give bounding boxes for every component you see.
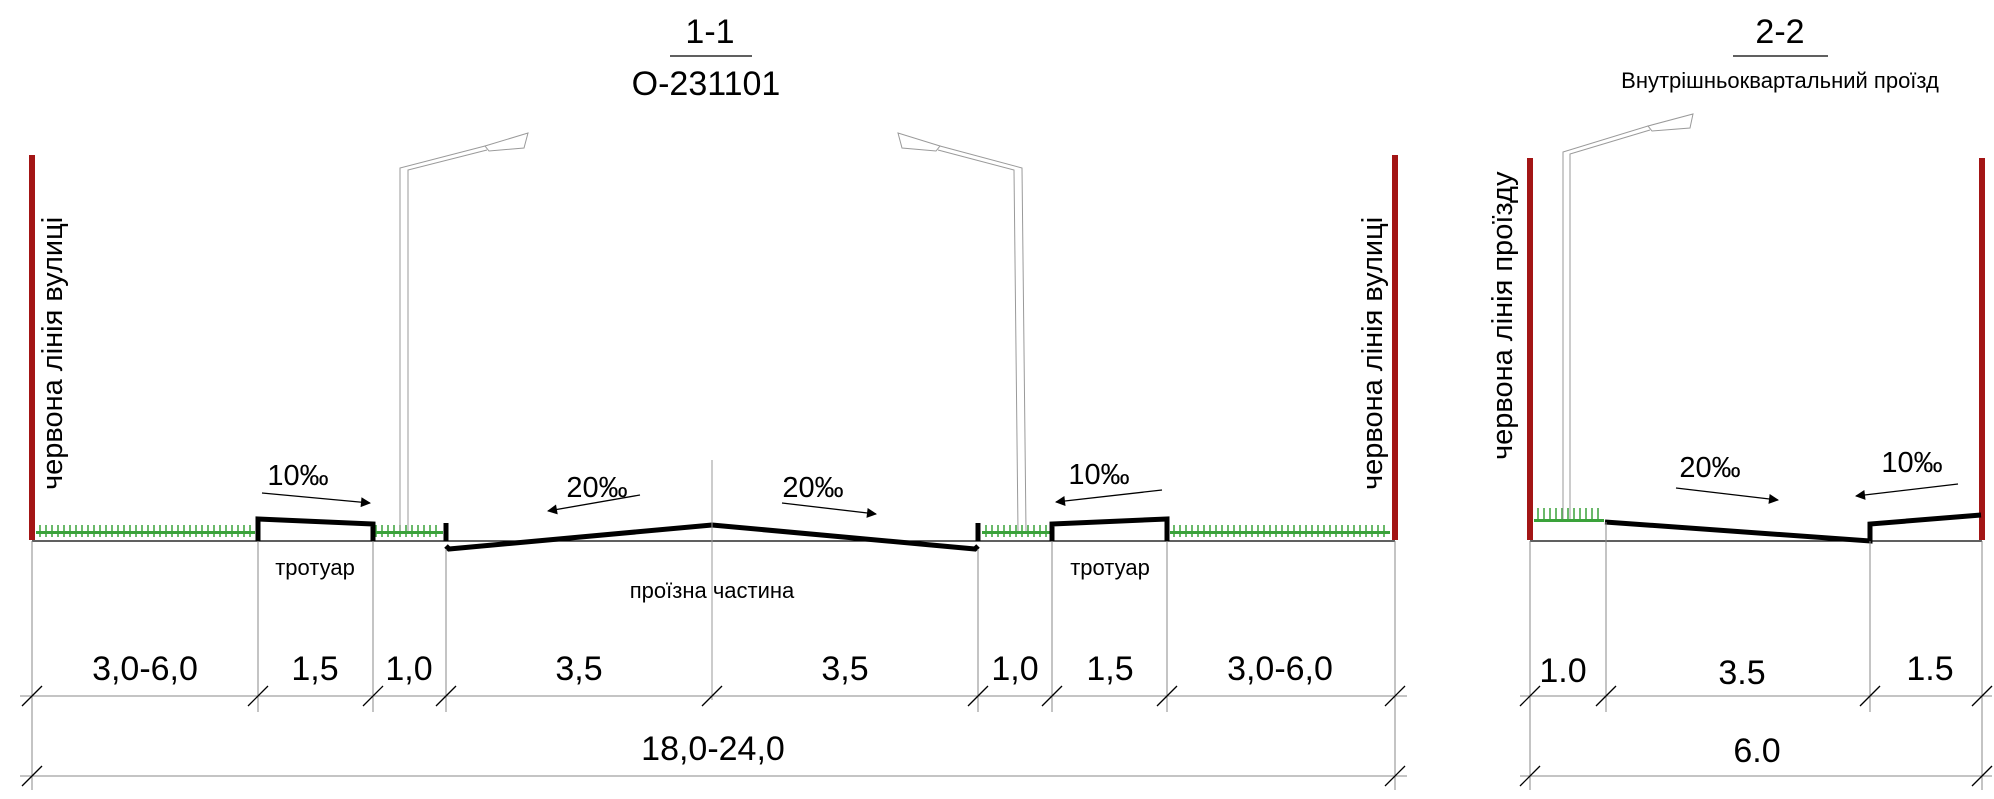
dim-1-6: 1,0 <box>991 650 1038 688</box>
dim-2-total: 6.0 <box>1733 732 1780 770</box>
dim-2-3: 1.5 <box>1906 650 1953 688</box>
carriageway-2 <box>1604 512 1982 544</box>
section-1-extension-lines <box>31 541 1396 790</box>
slope-arrow-2-2 <box>1855 483 1959 500</box>
section-1-dimension-lines <box>20 695 1407 777</box>
grass-strip-left <box>36 525 1390 537</box>
section-1-number: 1-1 <box>685 13 734 51</box>
slope-arrow-3 <box>781 502 877 518</box>
sidewalk-left-label: тротуар <box>275 555 355 580</box>
slope-label-2-1: 20‰ <box>1679 452 1740 484</box>
lamp-post-left <box>399 132 529 531</box>
section-2-title: Внутрішньоквартальний проїзд <box>1621 68 1939 93</box>
slope-label-4: 10‰ <box>1068 459 1129 491</box>
sidewalk-right-label: тротуар <box>1070 555 1150 580</box>
dim-1-7: 1,5 <box>1086 650 1133 688</box>
dim-1-8: 3,0-6,0 <box>1227 650 1333 688</box>
lamp-post-2 <box>1562 113 1694 519</box>
dim-1-4: 3,5 <box>555 650 602 688</box>
slope-label-3: 20‰ <box>782 472 843 504</box>
red-line-right-label: червона лінія вулиці <box>1357 217 1389 490</box>
section-2-dimension-ticks <box>1519 685 1993 787</box>
section-2-number: 2-2 <box>1755 13 1804 51</box>
lamp-post-right <box>897 132 1027 532</box>
dim-1-2: 1,5 <box>291 650 338 688</box>
carriageway-label: проїзна частина <box>630 578 795 603</box>
slope-arrow-4 <box>1055 489 1163 506</box>
slope-arrow-2 <box>547 494 641 515</box>
slope-label-2: 20‰ <box>566 472 627 504</box>
dim-1-total: 18,0-24,0 <box>641 730 785 768</box>
dim-2-1: 1.0 <box>1539 652 1586 690</box>
slope-arrow-1 <box>261 492 371 508</box>
section-1-dimension-ticks <box>21 685 1406 787</box>
section-2-2: 2-2 Внутрішньоквартальний проїзд червона… <box>1487 13 1993 790</box>
dim-1-5: 3,5 <box>821 650 868 688</box>
sidewalk-left <box>255 516 376 541</box>
slope-label-2-2: 10‰ <box>1881 447 1942 479</box>
section-1-code: О-231101 <box>632 65 781 103</box>
slope-label-1: 10‰ <box>267 460 328 492</box>
grass-strip-2 <box>1534 508 1604 522</box>
red-line-2-label: червона лінія проїзду <box>1487 171 1519 460</box>
section-1-1: 1-1 О-231101 червона лінія вулиці червон… <box>20 13 1407 790</box>
section-2-extension-lines <box>1529 522 1983 790</box>
dim-1-1: 3,0-6,0 <box>92 650 198 688</box>
section-2-dimension-lines <box>1520 695 1992 777</box>
dim-1-3: 1,0 <box>385 650 432 688</box>
slope-arrow-2-1 <box>1675 487 1779 504</box>
red-line-left-label: червона лінія вулиці <box>37 217 69 490</box>
sidewalk-right <box>1049 516 1170 541</box>
dim-2-2: 3.5 <box>1718 654 1765 692</box>
